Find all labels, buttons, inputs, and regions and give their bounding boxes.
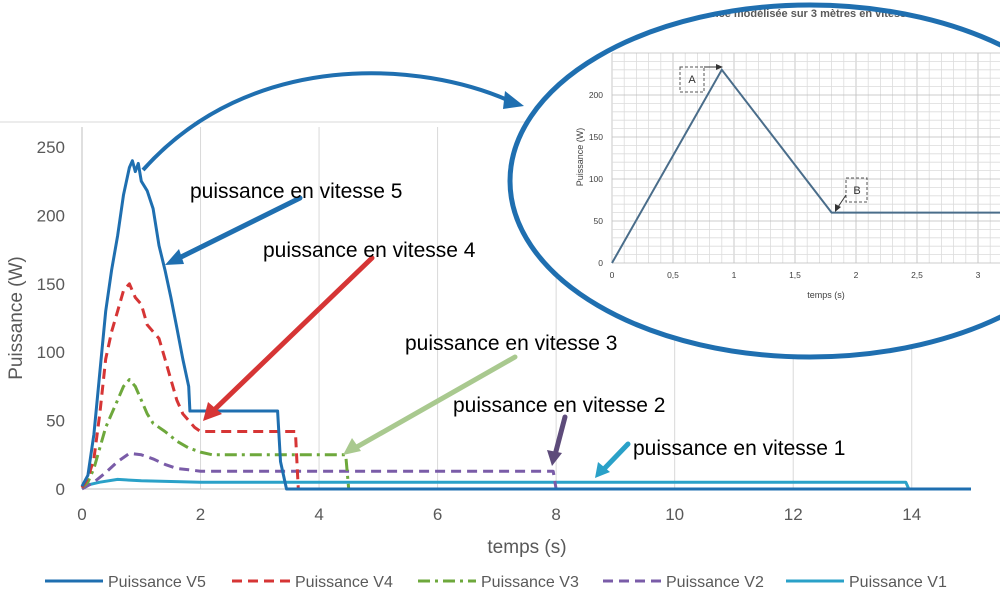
inset-x-tick-label: 0,5: [667, 270, 679, 280]
inset-x-tick-label: 2,5: [911, 270, 923, 280]
arrow-v2: [552, 414, 568, 458]
arrow-v2-head: [547, 450, 562, 466]
annotation-b-label: B: [853, 185, 860, 197]
label-vitesse-4: puissance en vitesse 4: [263, 239, 476, 262]
inset-x-axis-label: temps (s): [807, 290, 845, 300]
main-x-tick-label: 4: [314, 505, 323, 524]
arrow-v4-head: [203, 402, 222, 421]
inset-y-tick-label: 0: [598, 258, 603, 268]
arrow-v5-head: [165, 249, 184, 265]
legend-label: Puissance V5: [108, 574, 206, 591]
zoom-connector-arrowhead: [503, 91, 524, 109]
main-y-tick-labels: 0 50 100 150 200 250: [37, 138, 65, 499]
label-vitesse-5: puissance en vitesse 5: [190, 180, 402, 203]
inset-ellipse-background: [510, 5, 1000, 357]
legend-label: Puissance V3: [481, 574, 579, 591]
inset-y-tick-label: 200: [589, 90, 603, 100]
inset-model-line: [611, 67, 1000, 264]
main-series-lines: [80, 159, 971, 491]
inset-x-tick-label: 3: [976, 270, 981, 280]
main-x-tick-label: 6: [433, 505, 442, 524]
series-line-puissance-v3: [80, 378, 971, 491]
annotation-labels: puissance en vitesse 5 puissance en vite…: [190, 180, 845, 460]
inset-ellipse-border: [507, 2, 1000, 360]
arrow-v1: [600, 441, 631, 473]
annotation-a-label: A: [688, 74, 696, 86]
legend-label: Puissance V4: [295, 574, 393, 591]
annotation-b-arrowhead: [835, 204, 841, 212]
arrow-v3: [352, 354, 518, 451]
main-y-axis-label: Puissance (W): [6, 256, 27, 380]
main-x-tick-label: 14: [902, 505, 921, 524]
inset-y-tick-label: 100: [589, 174, 603, 184]
legend-label: Puissance V2: [666, 574, 764, 591]
inset-x-tick-labels: 0 0,5 1 1,5 2 2,5 3: [610, 270, 981, 280]
inset-grid: [611, 52, 1000, 264]
annotation-a-arrowhead: [716, 64, 723, 70]
annotation-arrows: [165, 195, 631, 478]
arrow-v3-head: [343, 438, 361, 455]
label-vitesse-3: puissance en vitesse 3: [405, 332, 617, 355]
main-y-tick-label: 50: [46, 412, 65, 431]
inset-y-tick-label: 150: [589, 132, 603, 142]
main-x-tick-label: 0: [77, 505, 86, 524]
main-y-tick-label: 150: [37, 275, 65, 294]
inset-x-tick-label: 1,5: [789, 270, 801, 280]
annotation-box-a: [679, 66, 705, 93]
main-x-tick-label: 8: [551, 505, 560, 524]
main-x-tick-labels: 0 2 4 6 8 10 12 14: [77, 505, 921, 524]
legend: Puissance V5 Puissance V4 Puissance V3 Puis…: [45, 574, 947, 591]
annotation-box-b: [845, 177, 868, 203]
main-x-tick-label: 10: [665, 505, 684, 524]
main-x-tick-label: 12: [784, 505, 803, 524]
inset-y-axis-label: Puissance (W): [575, 128, 585, 187]
series-line-puissance-v5: [80, 159, 971, 491]
series-line-puissance-v4: [80, 282, 971, 491]
zoom-connector-curve: [141, 71, 513, 172]
inset-x-tick-label: 2: [854, 270, 859, 280]
inset-x-tick-label: 1: [732, 270, 737, 280]
main-y-tick-label: 0: [56, 480, 65, 499]
main-y-tick-label: 100: [37, 343, 65, 362]
main-y-tick-label: 200: [37, 206, 65, 225]
inset-y-tick-label: 50: [594, 216, 604, 226]
inset-series-line: [611, 67, 1000, 264]
legend-label: Puissance V1: [849, 574, 947, 591]
label-vitesse-2: puissance en vitesse 2: [453, 394, 665, 417]
annotation-b-pointer: [837, 194, 847, 208]
main-x-tick-label: 2: [196, 505, 205, 524]
series-line-puissance-v1: [81, 477, 971, 491]
arrow-v4: [209, 255, 375, 415]
inset-x-tick-label: 0: [610, 270, 615, 280]
main-x-axis-label: temps (s): [487, 537, 566, 558]
label-vitesse-1: puissance en vitesse 1: [633, 437, 845, 460]
inset-zoom: Puissance modélisée sur 3 mètres en vite…: [507, 2, 1000, 360]
arrow-v5: [172, 195, 303, 263]
main-y-tick-label: 250: [37, 138, 65, 157]
arrow-v1-head: [595, 462, 610, 478]
